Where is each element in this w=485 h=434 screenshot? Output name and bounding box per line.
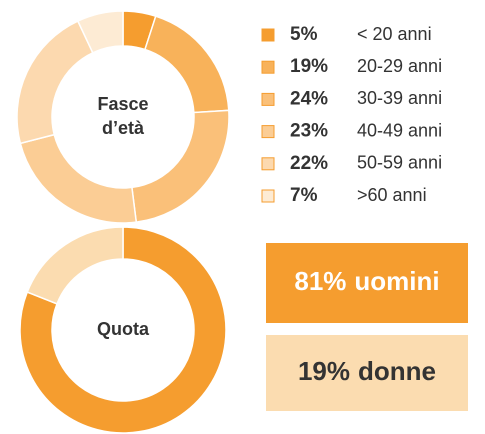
legend-value: 19% bbox=[290, 56, 328, 77]
donut-segment bbox=[143, 15, 230, 114]
legend-value: 19% bbox=[298, 356, 350, 386]
legend-value: 7% bbox=[290, 185, 318, 206]
legend-label: 50-59 anni bbox=[357, 153, 442, 173]
center-label: d’età bbox=[102, 118, 145, 138]
legend-swatch bbox=[261, 28, 275, 42]
donut-segment bbox=[19, 133, 138, 224]
legend-swatch bbox=[261, 92, 275, 106]
legend-label: uomini bbox=[354, 266, 439, 296]
legend-label: >60 anni bbox=[357, 185, 427, 205]
legend-box bbox=[266, 335, 468, 411]
donut-segment bbox=[16, 20, 94, 145]
legend-swatch bbox=[261, 189, 275, 203]
legend-value: 22% bbox=[290, 153, 328, 174]
legend-value: 23% bbox=[290, 121, 328, 142]
donut-segment bbox=[19, 226, 227, 434]
legend-box-text: 81% uomini bbox=[294, 266, 439, 296]
legend-swatch bbox=[261, 125, 275, 139]
legend-label: donne bbox=[358, 356, 436, 386]
center-label: Fasce bbox=[97, 94, 148, 114]
legend-label: 30-39 anni bbox=[357, 88, 442, 108]
legend-box-text: 19% donne bbox=[298, 356, 436, 386]
donut-segment bbox=[131, 109, 230, 224]
legend-label: 20-29 anni bbox=[357, 56, 442, 76]
donut-segment bbox=[76, 10, 124, 54]
center-label: Quota bbox=[97, 319, 150, 339]
legend-value: 24% bbox=[290, 88, 328, 109]
legend-label: < 20 anni bbox=[357, 24, 432, 44]
legend-swatch bbox=[261, 60, 275, 74]
donut-segment bbox=[26, 226, 124, 305]
legend-swatch bbox=[261, 157, 275, 171]
legend-label: 40-49 anni bbox=[357, 120, 442, 140]
legend-value: 81% bbox=[294, 266, 346, 296]
legend-value: 5% bbox=[290, 24, 318, 45]
legend-box bbox=[266, 243, 468, 323]
